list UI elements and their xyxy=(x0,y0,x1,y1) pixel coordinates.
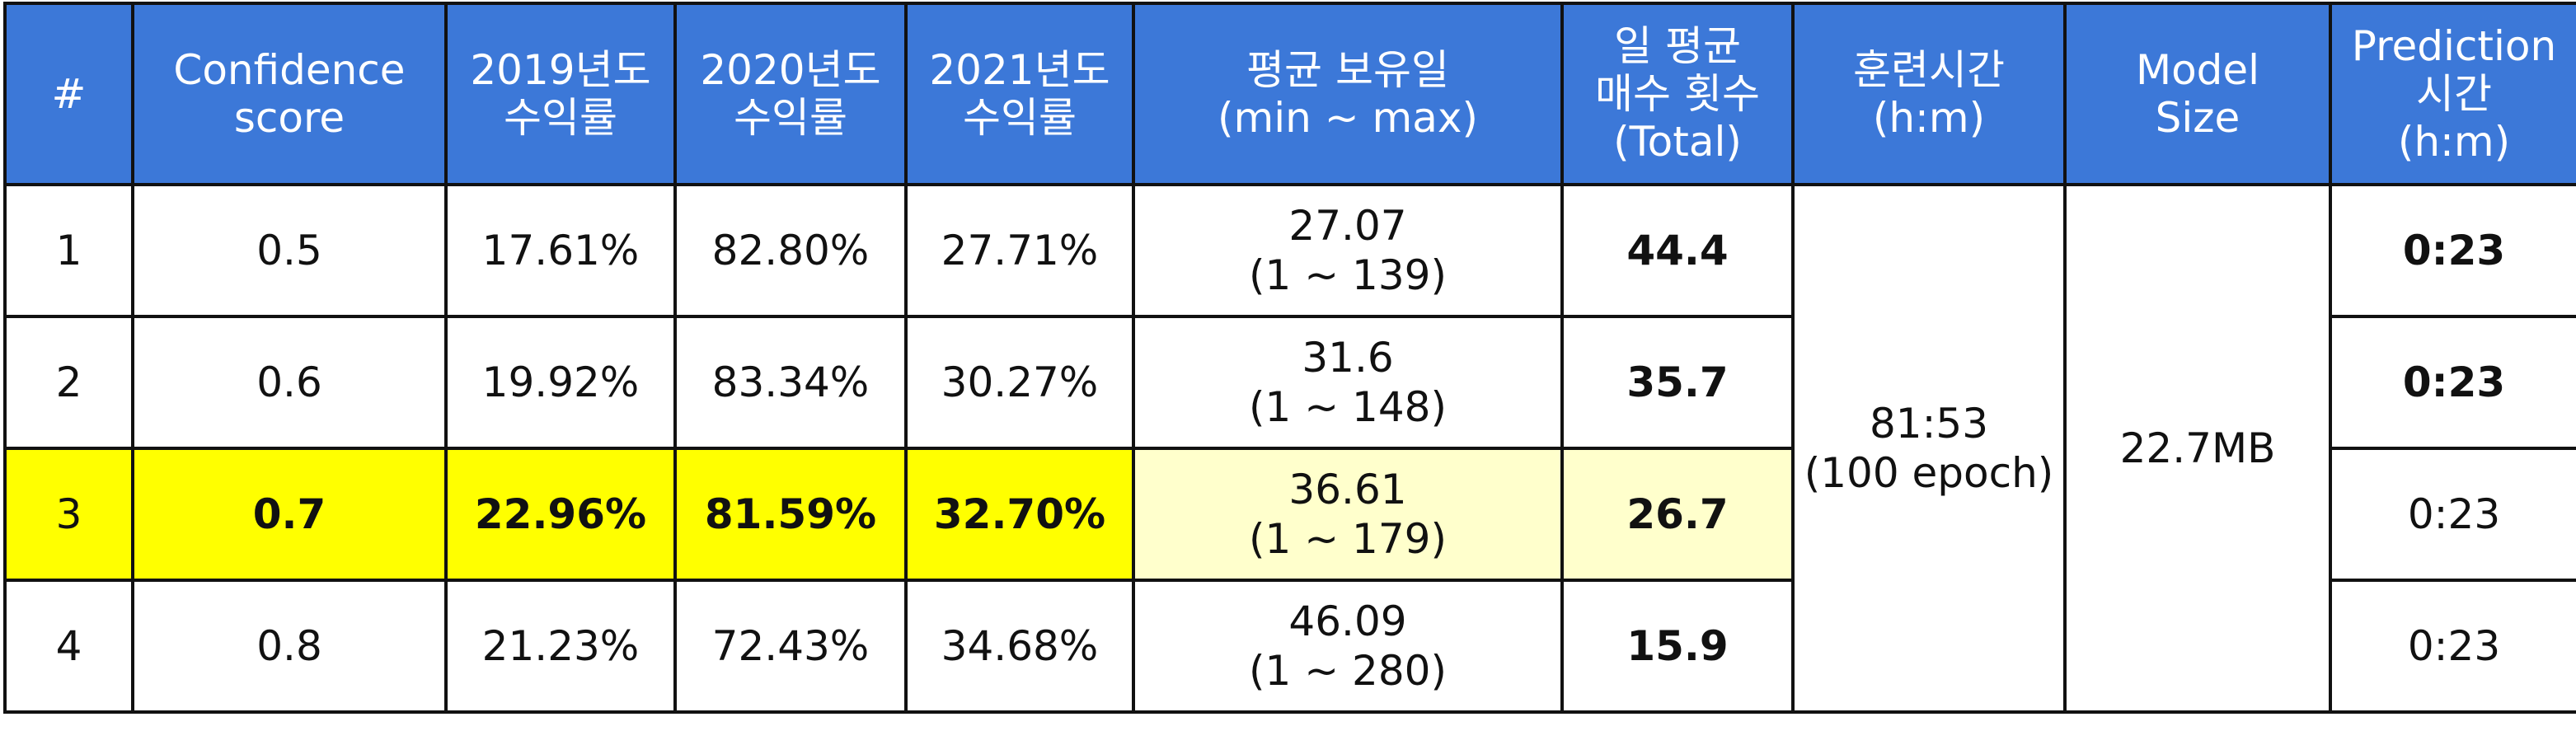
holding-range: (1 ~ 139) xyxy=(1249,251,1447,299)
cell-2020-return: 81.59% xyxy=(673,447,908,582)
cell-prediction-time: 0:23 xyxy=(2329,447,2576,582)
holding-avg: 36.61 xyxy=(1288,466,1407,513)
cell-holding-days: 31.6 (1 ~ 148) xyxy=(1132,315,1564,450)
cell-confidence: 0.7 xyxy=(131,447,448,582)
table-row: 1 0.5 17.61% 82.80% 27.71% 27.07 (1 ~ 139… xyxy=(3,183,2576,714)
header-training-time: 훈련시간 (h:m) xyxy=(1791,2,2067,186)
header-daily-buys: 일 평균 매수 횟수 (Total) xyxy=(1560,2,1795,186)
cell-confidence: 0.8 xyxy=(131,579,448,714)
header-holding-days: 평균 보유일 (min ~ max) xyxy=(1132,2,1564,186)
cell-prediction-time: 0:23 xyxy=(2329,315,2576,450)
holding-range: (1 ~ 179) xyxy=(1249,515,1447,563)
holding-avg: 31.6 xyxy=(1302,334,1394,382)
cell-prediction-time: 0:23 xyxy=(2329,183,2576,318)
cell-number: 2 xyxy=(3,315,134,450)
cell-model-size: 22.7MB xyxy=(2063,183,2332,714)
cell-2021-return: 30.27% xyxy=(904,315,1135,450)
cell-2021-return: 32.70% xyxy=(904,447,1135,582)
holding-range: (1 ~ 280) xyxy=(1249,647,1447,695)
cell-2019-return: 22.96% xyxy=(444,447,677,582)
cell-training-time: 81:53 (100 epoch) xyxy=(1791,183,2067,714)
holding-avg: 27.07 xyxy=(1288,202,1407,250)
cell-daily-buys: 35.7 xyxy=(1560,315,1795,450)
holding-range: (1 ~ 148) xyxy=(1249,383,1447,431)
header-2019-return: 2019년도 수익률 xyxy=(444,2,677,186)
cell-2020-return: 83.34% xyxy=(673,315,908,450)
cell-confidence: 0.5 xyxy=(131,183,448,318)
cell-daily-buys: 26.7 xyxy=(1560,447,1795,582)
cell-2019-return: 21.23% xyxy=(444,579,677,714)
header-prediction-time: Prediction 시간 (h:m) xyxy=(2329,2,2576,186)
training-time-note: (100 epoch) xyxy=(1804,449,2054,497)
cell-number: 4 xyxy=(3,579,134,714)
cell-2019-return: 19.92% xyxy=(444,315,677,450)
table-row: 4 0.8 21.23% 72.43% 34.68% 46.09 (1 ~ 280… xyxy=(3,579,2576,714)
cell-daily-buys: 44.4 xyxy=(1560,183,1795,318)
cell-holding-days: 36.61 (1 ~ 179) xyxy=(1132,447,1564,582)
training-time-value: 81:53 xyxy=(1869,400,1989,448)
header-confidence-score: Confidence score xyxy=(131,2,448,186)
header-2021-return: 2021년도 수익률 xyxy=(904,2,1135,186)
header-row: # Confidence score 2019년도 수익률 2020년도 수익률 20… xyxy=(3,2,2576,186)
cell-holding-days: 46.09 (1 ~ 280) xyxy=(1132,579,1564,714)
cell-2021-return: 27.71% xyxy=(904,183,1135,318)
cell-holding-days: 27.07 (1 ~ 139) xyxy=(1132,183,1564,318)
cell-number: 1 xyxy=(3,183,134,318)
cell-2020-return: 72.43% xyxy=(673,579,908,714)
results-table: # Confidence score 2019년도 수익률 2020년도 수익률 20… xyxy=(3,2,2576,714)
cell-2021-return: 34.68% xyxy=(904,579,1135,714)
header-2020-return: 2020년도 수익률 xyxy=(673,2,908,186)
cell-2020-return: 82.80% xyxy=(673,183,908,318)
table-row-highlighted: 3 0.7 22.96% 81.59% 32.70% 36.61 (1 ~ 179… xyxy=(3,447,2576,582)
cell-number: 3 xyxy=(3,447,134,582)
cell-daily-buys: 15.9 xyxy=(1560,579,1795,714)
cell-2019-return: 17.61% xyxy=(444,183,677,318)
header-number: # xyxy=(3,2,134,186)
holding-avg: 46.09 xyxy=(1288,597,1407,645)
header-model-size: Model Size xyxy=(2063,2,2332,186)
cell-prediction-time: 0:23 xyxy=(2329,579,2576,714)
cell-confidence: 0.6 xyxy=(131,315,448,450)
table-row: 2 0.6 19.92% 83.34% 30.27% 31.6 (1 ~ 148)… xyxy=(3,315,2576,450)
